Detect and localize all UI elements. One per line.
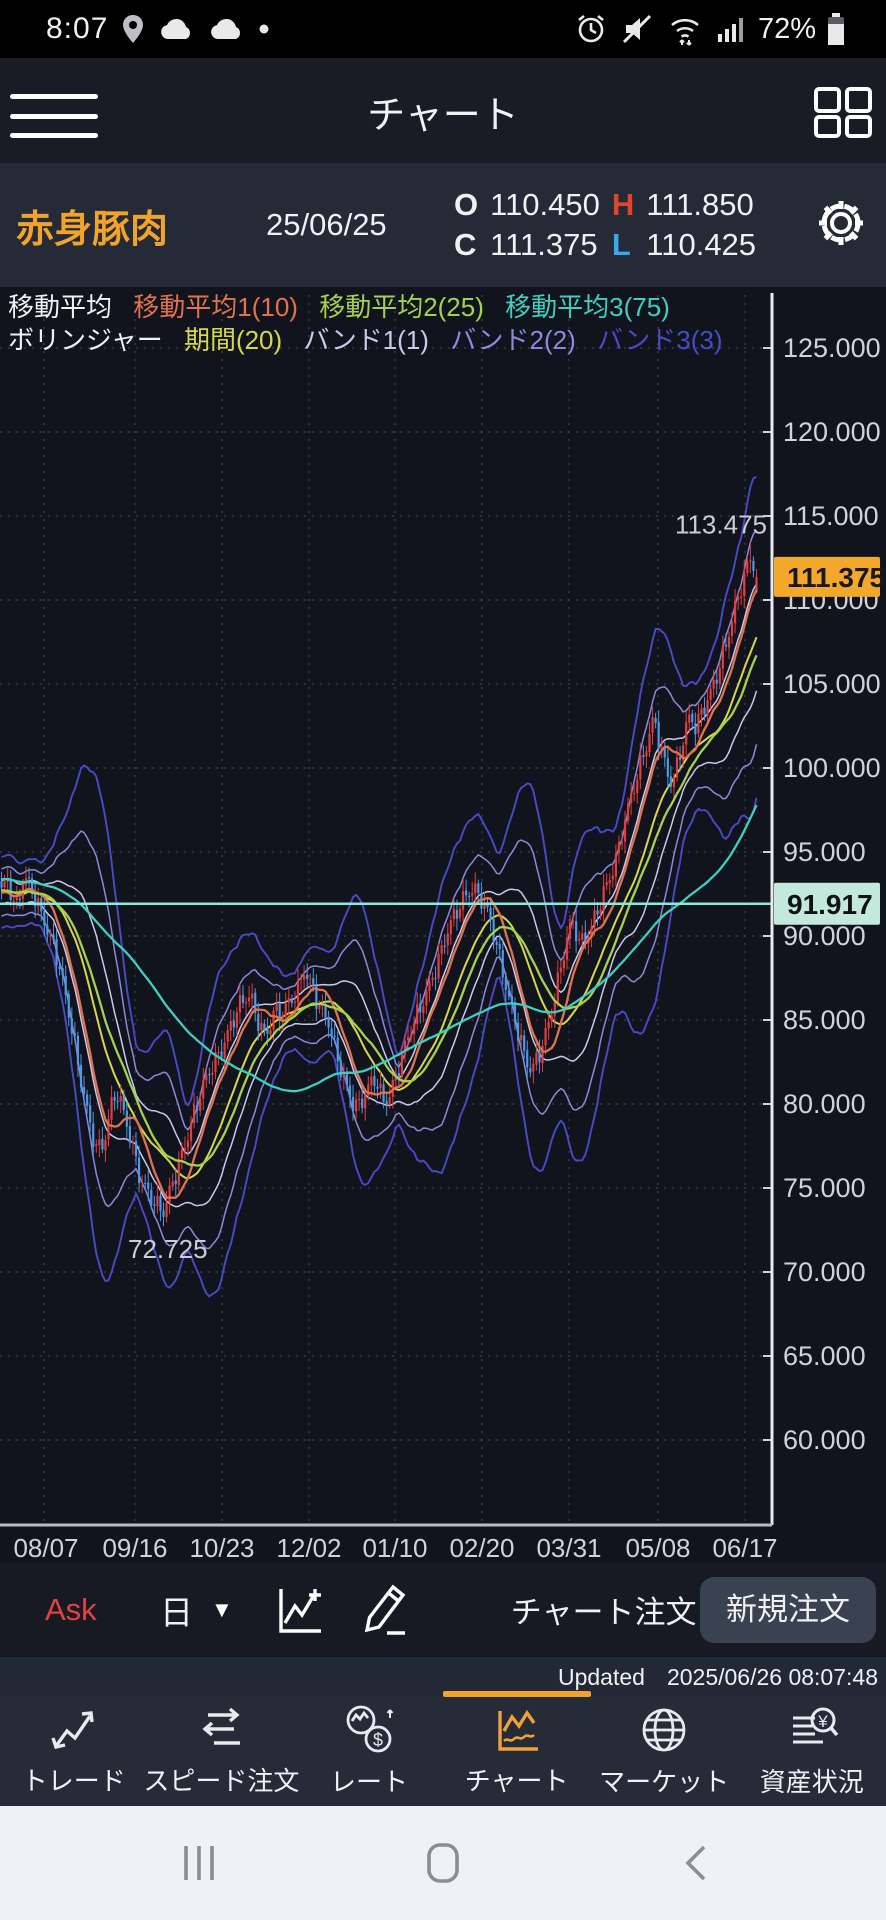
y-axis-tick: 85.000	[783, 1005, 866, 1035]
updated-label: Updated	[557, 1663, 645, 1690]
y-axis-tick: 70.000	[783, 1257, 866, 1287]
updated-datetime: 2025/06/26 08:07:48	[666, 1663, 878, 1690]
cloud-notification-icon	[158, 15, 196, 43]
mute-icon	[620, 12, 654, 46]
x-axis-tick: 06/17	[712, 1533, 777, 1562]
clock-time: 8:07	[46, 12, 109, 45]
instrument-name[interactable]: 赤身豚肉	[16, 208, 169, 251]
legend-row-bollinger: ボリンジャー 期間(20) バンド1(1) バンド2(2) バンド3(3)	[8, 324, 737, 357]
rate-badge-text: 91.917	[787, 889, 873, 920]
price-badge-text: 111.375	[787, 562, 885, 593]
legend-ma-title: 移動平均	[8, 292, 113, 322]
legend-band3: バンド3(3)	[596, 325, 723, 355]
quote-date: 25/06/25	[266, 207, 387, 242]
chart-controls: Ask 日 ▼ チャート注文 新規注文	[0, 1562, 886, 1657]
x-axis-tick: 02/20	[449, 1533, 514, 1562]
high-value: 111.850	[646, 187, 754, 222]
legend-ma1: 移動平均1(10)	[133, 292, 298, 322]
nav-speed-order[interactable]: スピード注文	[143, 1697, 299, 1806]
legend-ma3: 移動平均3(75)	[505, 292, 670, 322]
signal-icon	[716, 14, 748, 44]
cloud-notification-icon	[208, 15, 246, 43]
chart-settings-button[interactable]	[812, 194, 870, 257]
nav-assets[interactable]: ¥ 資産状況	[738, 1697, 886, 1806]
active-tab-indicator	[443, 1691, 591, 1697]
x-axis-tick: 01/10	[362, 1533, 427, 1562]
new-order-button[interactable]: 新規注文	[700, 1576, 876, 1643]
y-axis-tick: 65.000	[783, 1341, 866, 1371]
y-axis-tick: 125.000	[783, 333, 881, 363]
y-axis-tick: 80.000	[783, 1089, 866, 1119]
y-axis-tick: 95.000	[783, 837, 866, 867]
nav-trade[interactable]: トレード	[0, 1697, 148, 1806]
x-axis-tick: 03/31	[536, 1533, 601, 1562]
wifi-icon	[666, 12, 704, 46]
android-navigation-bar	[0, 1806, 886, 1920]
app-header: チャート	[0, 58, 886, 163]
alarm-icon	[574, 12, 608, 46]
ohlc-values: O 110.450 H 111.850 C 111.375 L 110.425	[454, 187, 756, 263]
close-value: 111.375	[490, 227, 598, 262]
legend-band2: バンド2(2)	[450, 325, 576, 355]
battery-percent: 72%	[757, 12, 816, 45]
legend-row-ma: 移動平均 移動平均1(10) 移動平均2(25) 移動平均3(75)	[8, 291, 737, 324]
ask-bid-toggle[interactable]: Ask	[45, 1591, 97, 1627]
nav-rate[interactable]: $ レート	[295, 1697, 443, 1806]
y-axis-tick: 115.000	[783, 501, 879, 531]
draw-tool-button[interactable]	[357, 1581, 413, 1639]
location-icon	[120, 13, 146, 45]
notification-dot-icon	[258, 23, 270, 35]
nav-market[interactable]: マーケット	[590, 1697, 738, 1806]
menu-button[interactable]	[10, 94, 98, 138]
bottom-navigation: トレード スピード注文 $ レート チャート マーケット ¥ 資産状況	[0, 1697, 886, 1806]
x-axis-tick: 10/23	[189, 1533, 254, 1562]
x-axis-tick: 09/16	[102, 1533, 167, 1562]
high-label: H	[611, 187, 635, 222]
y-axis-tick: 90.000	[783, 921, 866, 951]
low-label: L	[611, 227, 631, 262]
x-axis-tick: 08/07	[13, 1533, 78, 1562]
update-status-row: Updated 2025/06/26 08:07:48	[0, 1657, 886, 1697]
home-button[interactable]	[398, 1806, 488, 1920]
add-indicator-button[interactable]	[269, 1581, 327, 1639]
y-axis-tick: 60.000	[783, 1425, 866, 1455]
rate-badge	[774, 882, 880, 925]
legend-bb-period: 期間(20)	[183, 325, 283, 355]
price-annotation: 113.475	[675, 510, 767, 540]
svg-text:$: $	[373, 1730, 383, 1750]
candlestick-chart-canvas[interactable]: 125.000120.000115.000110.000105.000100.0…	[0, 287, 886, 1562]
open-label: O	[454, 187, 479, 222]
x-axis-tick: 05/08	[625, 1533, 690, 1562]
battery-icon	[826, 12, 846, 46]
low-value: 110.425	[646, 227, 757, 262]
nav-chart[interactable]: チャート	[443, 1697, 591, 1806]
y-axis-tick: 105.000	[783, 669, 881, 699]
price-annotation: 72.725	[128, 1234, 208, 1264]
chevron-down-icon[interactable]: ▼	[211, 1596, 233, 1622]
x-axis-tick: 12/02	[276, 1533, 341, 1562]
y-axis-tick: 75.000	[783, 1173, 866, 1203]
timeframe-selector[interactable]: 日	[160, 1593, 193, 1631]
page-title: チャート	[367, 95, 519, 137]
y-axis-tick: 120.000	[783, 417, 881, 447]
layout-grid-button[interactable]	[812, 86, 874, 145]
legend-ma2: 移動平均2(25)	[319, 292, 484, 322]
back-button[interactable]	[652, 1806, 742, 1920]
svg-text:¥: ¥	[817, 1712, 828, 1731]
chart-order-button[interactable]: チャート注文	[510, 1595, 697, 1630]
legend-bb-title: ボリンジャー	[8, 325, 163, 355]
recents-button[interactable]	[154, 1806, 244, 1920]
legend-band1: バンド1(1)	[303, 325, 429, 355]
price-badge	[774, 556, 880, 597]
indicator-legend: 移動平均 移動平均1(10) 移動平均2(25) 移動平均3(75) ボリンジャ…	[8, 291, 737, 357]
status-bar: 8:07 72%	[0, 0, 886, 58]
close-label: C	[454, 227, 477, 262]
open-value: 110.450	[490, 187, 600, 222]
price-chart[interactable]: 125.000 120.000 115.000 110.000 105.000 100.0…	[0, 287, 886, 1562]
instrument-bar: 赤身豚肉 25/06/25 O 110.450 H 111.850 C 111.…	[0, 163, 886, 287]
y-axis-tick: 100.000	[783, 753, 881, 783]
